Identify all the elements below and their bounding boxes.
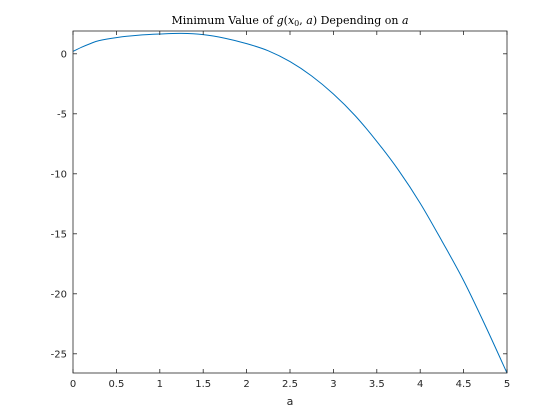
- title-part: x: [288, 14, 295, 27]
- title-part: (: [284, 14, 288, 27]
- x-tick-label: 1.5: [195, 379, 211, 390]
- title-part: g: [277, 14, 284, 27]
- plot-area: [73, 31, 507, 373]
- title-part: Minimum Value of: [171, 14, 276, 27]
- axes-box: [72, 30, 508, 374]
- x-tick-label: 3.5: [369, 379, 385, 390]
- x-tick-label: 1: [157, 379, 163, 390]
- y-tick-label: 0: [61, 49, 67, 60]
- x-tick-label: 4: [417, 379, 423, 390]
- y-tick-label: -15: [51, 229, 67, 240]
- series-line: [72, 32, 508, 374]
- x-axis-label: a: [287, 395, 294, 408]
- title-part: a: [402, 14, 409, 27]
- x-tick-label: 2: [243, 379, 249, 390]
- y-tick-label: -20: [51, 289, 67, 300]
- title-part: 0: [294, 19, 299, 28]
- x-tick-label: 0.5: [108, 379, 124, 390]
- y-tick-label: -10: [51, 169, 67, 180]
- x-tick-label: 2.5: [282, 379, 298, 390]
- x-tick-label: 5: [504, 379, 510, 390]
- chart-title: Minimum Value of g(x0, a) Depending on a: [171, 14, 408, 28]
- x-tick-label: 3: [330, 379, 336, 390]
- x-tick-label: 4.5: [456, 379, 472, 390]
- title-part: a: [306, 14, 313, 27]
- y-tick-label: -5: [57, 109, 67, 120]
- x-tick-label: 0: [70, 379, 76, 390]
- y-tick-label: -25: [51, 349, 67, 360]
- title-part: ,: [299, 14, 306, 27]
- title-part: ) Depending on: [313, 14, 402, 27]
